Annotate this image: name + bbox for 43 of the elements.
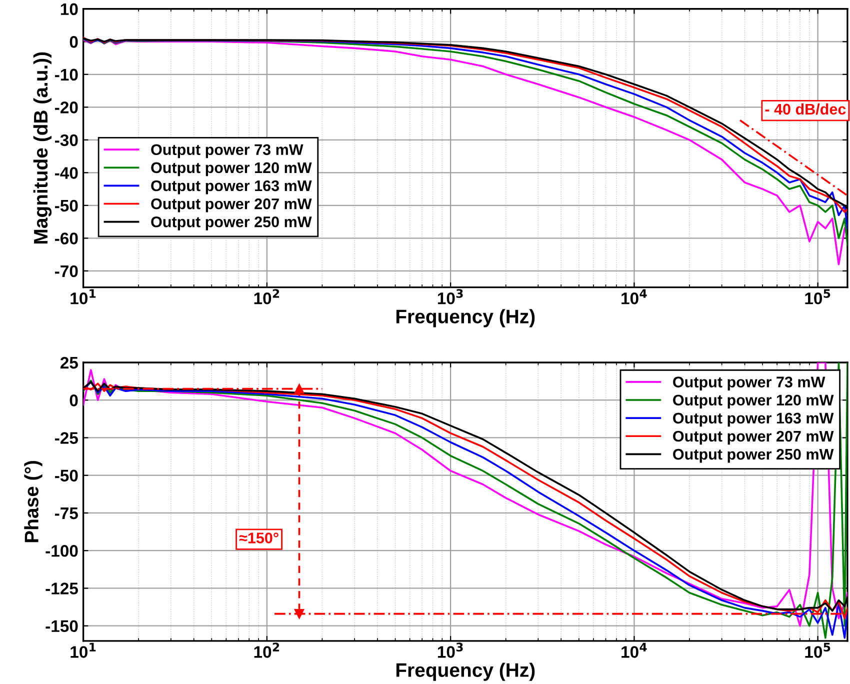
x-tick-label: 10$^{1}$ xyxy=(70,289,96,304)
x-tick-label: 10$^{2}$ xyxy=(254,289,280,304)
y-tick-label: -30 xyxy=(55,134,78,146)
y-tick-label: -40 xyxy=(55,167,78,179)
y-axis-title: Phase (°) xyxy=(24,460,42,542)
x-tick-label: 10$^{4}$ xyxy=(622,642,647,658)
legend-label: Output power 120 mW xyxy=(151,162,312,176)
legend-label: Output power 73 mW xyxy=(151,144,304,158)
x-axis-title: Frequency (Hz) xyxy=(396,309,535,328)
y-tick-label: -125 xyxy=(46,582,78,594)
legend-label: Output power 250 mW xyxy=(673,448,834,463)
x-tick-label: 10$^{2}$ xyxy=(254,642,280,658)
y-tick-label: 10 xyxy=(60,3,78,16)
y-tick-label: -25 xyxy=(55,432,78,444)
y-tick-label: -75 xyxy=(55,508,78,520)
legend-label: Output power 73 mW xyxy=(673,376,826,390)
x-tick-label: 10$^{5}$ xyxy=(805,642,830,658)
legend-label: Output power 207 mW xyxy=(151,198,312,212)
y-tick-label: -20 xyxy=(55,102,78,114)
y-tick-label: -150 xyxy=(46,620,78,632)
x-tick-label: 10$^{4}$ xyxy=(622,289,647,304)
legend-label: Output power 163 mW xyxy=(673,412,834,427)
x-tick-label: 10$^{5}$ xyxy=(805,289,830,304)
y-tick-label: 0 xyxy=(70,36,78,48)
y-tick-label: 25 xyxy=(60,356,78,369)
y-tick-label: 0 xyxy=(70,394,78,406)
y-tick-label: -50 xyxy=(55,470,78,482)
x-tick-label: 10$^{3}$ xyxy=(438,642,463,658)
y-tick-label: -50 xyxy=(55,200,78,212)
y-tick-label: -10 xyxy=(55,68,78,81)
legend-label: Output power 207 mW xyxy=(673,430,834,445)
annotation: ≈150° xyxy=(239,532,278,544)
y-tick-label: -70 xyxy=(55,265,78,278)
x-tick-label: 10$^{3}$ xyxy=(438,289,463,304)
legend-label: Output power 250 mW xyxy=(151,216,312,230)
x-axis-title: Frequency (Hz) xyxy=(396,662,535,681)
annotation: - 40 dB/dec xyxy=(765,103,846,115)
y-axis-title: Magnitude (dB (a.u.)) xyxy=(33,52,52,244)
y-tick-label: -100 xyxy=(46,545,78,557)
x-tick-label: 10$^{1}$ xyxy=(70,642,96,658)
legend-label: Output power 120 mW xyxy=(673,394,834,409)
legend-label: Output power 163 mW xyxy=(151,180,312,194)
y-tick-label: -60 xyxy=(55,232,78,244)
